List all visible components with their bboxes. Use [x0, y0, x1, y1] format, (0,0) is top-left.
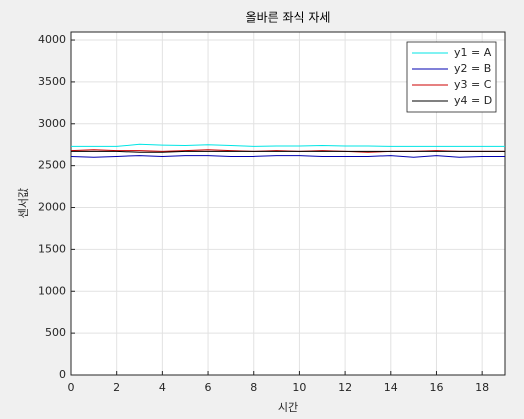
axes-box	[70, 31, 506, 376]
y-tick-label: 3500	[38, 75, 66, 88]
y-axis-label: 센서값	[17, 188, 30, 218]
x-tick-label: 12	[338, 381, 352, 394]
legend-box	[406, 41, 497, 113]
series-line	[71, 150, 505, 153]
y-tick-label: 4000	[38, 33, 66, 46]
legend-label: y1 = A	[454, 46, 492, 59]
x-tick-label: 0	[68, 381, 75, 394]
y-tick-label: 2500	[38, 159, 66, 172]
series-line	[71, 143, 505, 147]
x-tick-label: 18	[475, 381, 489, 394]
legend-label: y3 = C	[454, 78, 492, 91]
y-tick-label: 2000	[38, 201, 66, 214]
legend-label: y2 = B	[454, 62, 491, 75]
x-tick-label: 16	[429, 381, 443, 394]
y-tick-label: 1500	[38, 242, 66, 255]
x-tick-label: 14	[384, 381, 398, 394]
series-line	[70, 155, 505, 158]
x-tick-label: 4	[159, 381, 166, 394]
x-tick-label: 6	[205, 381, 212, 394]
x-tick-label: 2	[113, 381, 120, 394]
y-tick-label: 1000	[38, 284, 66, 297]
x-axis-label: 시간	[278, 401, 298, 414]
x-tick-label: 10	[292, 381, 306, 394]
y-tick-label: 500	[45, 326, 66, 339]
x-tick-label: 8	[250, 381, 257, 394]
chart-title: 올바른 좌식 자세	[246, 11, 331, 25]
y-tick-label: 3000	[38, 117, 66, 130]
y-tick-label: 0	[59, 368, 66, 381]
legend-label: y4 = D	[454, 94, 492, 107]
